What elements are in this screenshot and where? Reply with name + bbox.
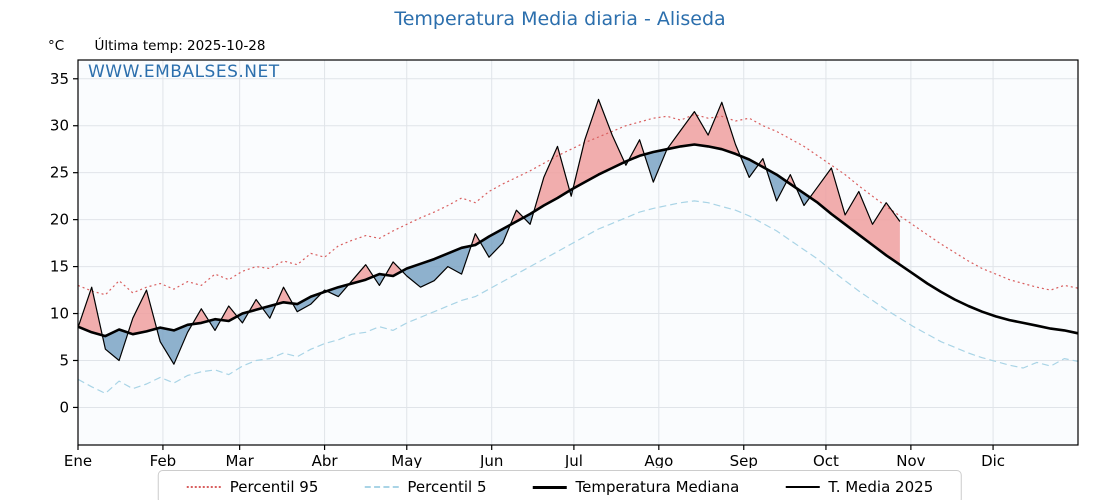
fill-below-median (156, 324, 193, 365)
y-axis-unit-label: °C (48, 38, 65, 54)
fill-below-median (102, 329, 129, 361)
x-tick-label: Sep (730, 452, 758, 468)
fill-above-median (192, 308, 209, 325)
fill-below-median (644, 149, 667, 183)
percentil95-line-swatch (186, 486, 221, 488)
x-tick-label: Abr (312, 452, 339, 468)
x-tick-label: May (391, 452, 422, 468)
legend-item-percentil95: Percentil 95 (186, 478, 319, 496)
tmedia2025-line-swatch (785, 486, 820, 488)
legend-label-mediana: Temperatura Mediana (575, 478, 740, 496)
top-labels: °C Última temp: 2025-10-28 (48, 38, 266, 54)
chart-title: Temperatura Media diaria - Aliseda (394, 8, 726, 30)
x-tick-label: Jul (564, 452, 583, 468)
fill-above-median (128, 290, 157, 335)
legend-label-percentil95: Percentil 95 (229, 478, 319, 496)
fill-above-median (78, 287, 103, 336)
fill-below-median (402, 245, 472, 288)
watermark: WWW.EMBALSES.NET (88, 62, 280, 82)
x-tick-label: Dic (981, 452, 1005, 468)
x-tick-label: Jun (479, 452, 503, 468)
fill-below-median (740, 155, 759, 178)
legend-label-tmedia2025: T. Media 2025 (828, 478, 934, 496)
y-tick-label: 10 (50, 305, 69, 323)
fill-below-median (237, 311, 249, 323)
percentil5-line-swatch (364, 486, 399, 488)
fill-above-median (573, 99, 625, 189)
fill-above-median (275, 287, 293, 305)
legend-item-mediana: Temperatura Mediana (532, 478, 739, 496)
fill-above-median (510, 210, 524, 225)
x-tick-label: Feb (150, 452, 177, 468)
fill-above-median (667, 102, 741, 156)
y-tick-label: 0 (59, 398, 69, 416)
y-tick-label: 20 (50, 211, 69, 229)
fill-above-median (348, 264, 374, 285)
series-temperatura-mediana (77, 143, 1079, 338)
y-tick-label: 35 (50, 70, 69, 88)
tick-marks (73, 78, 994, 450)
last-temp-label: Última temp: 2025-10-28 (94, 38, 266, 54)
y-tick-label: 5 (59, 351, 69, 369)
x-tick-label: Mar (225, 452, 254, 468)
fill-below-median (208, 319, 221, 331)
fill-below-median (292, 292, 322, 312)
legend-item-tmedia2025: T. Media 2025 (785, 478, 933, 496)
y-tick-label: 30 (50, 117, 69, 135)
legend-label-percentil5: Percentil 5 (407, 478, 487, 496)
fill-above-median (810, 168, 900, 265)
chart-canvas: 0 5 10 15 20 25 30 35 Ene Feb Mar Abr May Jun Jul Ago Se… (50, 59, 1079, 470)
legend: Percentil 95 Percentil 5 Temperatura Med… (157, 470, 963, 500)
plot-background (78, 60, 1078, 445)
x-tick-label: Ago (644, 452, 673, 468)
mediana-line-swatch (532, 485, 567, 489)
y-tick-label: 25 (50, 164, 69, 182)
series-percentil-5 (77, 200, 1079, 394)
x-tick-label: Ene (64, 452, 92, 468)
series-percentil-95 (77, 113, 1079, 296)
series-t-media-2025 (77, 98, 901, 365)
fill-below-median (480, 224, 511, 258)
axes-spines (77, 59, 1079, 446)
tick-labels: 0 5 10 15 20 25 30 35 Ene Feb Mar Abr May Jun Jul Ago Se… (50, 70, 1005, 470)
x-tick-label: Nov (896, 452, 925, 468)
legend-item-percentil5: Percentil 5 (364, 478, 486, 496)
fill-below-median (373, 274, 386, 286)
y-tick-label: 15 (50, 258, 69, 276)
fill-below-median (766, 168, 787, 201)
x-tick-label: Oct (813, 452, 839, 468)
